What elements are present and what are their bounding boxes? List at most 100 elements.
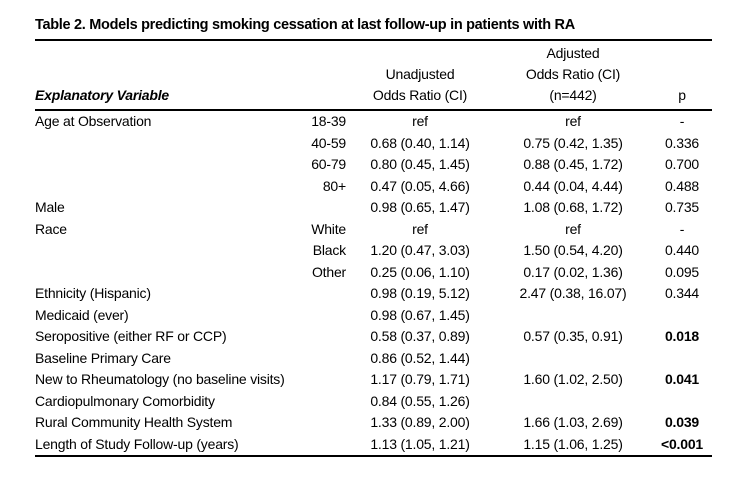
unadjusted-or-cell: 0.68 (0.40, 1.14) — [370, 134, 470, 151]
variable-cell: Age at Observation — [35, 113, 152, 129]
header-explanatory-variable: Explanatory Variable — [35, 87, 169, 103]
variable-cell: Male — [35, 199, 65, 215]
unadjusted-or-cell: 0.98 (0.65, 1.47) — [370, 199, 470, 215]
unadjusted-or-cell: 1.20 (0.47, 3.03) — [370, 242, 470, 258]
unadjusted-or-cell: ref — [412, 113, 428, 129]
results-table: Explanatory Variable Unadjusted Odds Rat… — [35, 41, 712, 457]
table-row: Rural Community Health System 1.33 (0.89… — [35, 412, 712, 434]
unadjusted-or-cell: 0.47 (0.05, 4.66) — [370, 177, 470, 194]
p-value-cell: <0.001 — [660, 435, 703, 452]
adjusted-or-cell — [494, 391, 652, 413]
p-value-cell: 0.735 — [664, 199, 700, 215]
header-row: Explanatory Variable Unadjusted Odds Rat… — [35, 41, 712, 110]
p-value-cell: 0.041 — [664, 371, 700, 387]
adjusted-or-cell: 1.15 (1.06, 1.25) — [523, 435, 623, 452]
unadjusted-or-cell: 0.58 (0.37, 0.89) — [370, 328, 470, 344]
adjusted-or-cell: ref — [565, 113, 581, 129]
adjusted-or-cell — [494, 348, 652, 370]
table-row: Ethnicity (Hispanic) 0.98 (0.19, 5.12) 2… — [35, 283, 712, 305]
table-title: Table 2. Models predicting smoking cessa… — [35, 15, 712, 41]
category-cell: Other — [311, 263, 346, 280]
variable-cell: Cardiopulmonary Comorbidity — [35, 392, 215, 409]
adjusted-or-cell — [494, 305, 652, 327]
category-cell — [280, 348, 346, 370]
unadjusted-or-cell: 0.98 (0.19, 5.12) — [370, 285, 470, 301]
variable-cell — [35, 262, 280, 284]
variable-cell — [35, 154, 280, 176]
category-cell — [280, 412, 346, 434]
table-row: Cardiopulmonary Comorbidity 0.84 (0.55, … — [35, 391, 712, 413]
table-row: Seropositive (either RF or CCP) 0.58 (0.… — [35, 326, 712, 348]
unadjusted-or-cell: 0.98 (0.67, 1.45) — [370, 306, 470, 323]
header-p-value: p — [678, 87, 686, 103]
p-value-cell: 0.095 — [664, 263, 700, 280]
table-row: Baseline Primary Care 0.86 (0.52, 1.44) — [35, 348, 712, 370]
table-row: Race White ref ref - — [35, 219, 712, 241]
unadjusted-or-cell: 1.33 (0.89, 2.00) — [370, 414, 470, 430]
p-value-cell: - — [679, 220, 685, 237]
unadjusted-or-cell: 1.13 (1.05, 1.21) — [370, 435, 470, 452]
adjusted-or-cell: 1.66 (1.03, 2.69) — [523, 414, 623, 430]
table-row: Age at Observation 18-39 ref ref - — [35, 110, 712, 133]
unadjusted-or-cell: 0.80 (0.45, 1.45) — [370, 156, 470, 172]
adjusted-or-cell: 0.88 (0.45, 1.72) — [523, 156, 623, 172]
variable-cell: New to Rheumatology (no baseline visits) — [35, 371, 285, 387]
header-adjusted-or: Adjusted Odds Ratio (CI) (n=442) — [525, 45, 621, 103]
adjusted-or-cell: 1.50 (0.54, 4.20) — [523, 242, 623, 258]
table-body: Age at Observation 18-39 ref ref - 40-59… — [35, 110, 712, 456]
category-cell — [280, 305, 346, 327]
unadjusted-or-cell: 0.84 (0.55, 1.26) — [370, 392, 470, 409]
adjusted-or-cell: 0.75 (0.42, 1.35) — [523, 134, 623, 151]
category-cell: 40-59 — [311, 134, 346, 151]
variable-cell: Seropositive (either RF or CCP) — [35, 328, 227, 344]
p-value-cell — [652, 391, 712, 413]
table-2-container: Table 2. Models predicting smoking cessa… — [35, 15, 712, 457]
category-cell — [280, 283, 346, 305]
unadjusted-or-cell: ref — [412, 220, 428, 237]
table-row: 40-59 0.68 (0.40, 1.14) 0.75 (0.42, 1.35… — [35, 133, 712, 155]
adjusted-or-cell: 0.44 (0.04, 4.44) — [523, 177, 623, 194]
category-cell — [280, 326, 346, 348]
variable-cell: Baseline Primary Care — [35, 349, 171, 366]
p-value-cell: 0.440 — [664, 242, 700, 258]
category-cell: Black — [312, 242, 346, 258]
adjusted-or-cell: ref — [565, 220, 581, 237]
unadjusted-or-cell: 0.86 (0.52, 1.44) — [370, 349, 470, 366]
category-cell — [280, 369, 346, 391]
category-cell: White — [311, 220, 346, 237]
table-row: Black 1.20 (0.47, 3.03) 1.50 (0.54, 4.20… — [35, 240, 712, 262]
unadjusted-or-cell: 0.25 (0.06, 1.10) — [370, 263, 470, 280]
p-value-cell: 0.039 — [664, 414, 700, 430]
variable-cell — [35, 240, 280, 262]
table-row: Male 0.98 (0.65, 1.47) 1.08 (0.68, 1.72)… — [35, 197, 712, 219]
adjusted-or-cell: 1.60 (1.02, 2.50) — [523, 371, 623, 387]
p-value-cell: - — [679, 113, 685, 129]
variable-cell: Race — [35, 220, 67, 237]
variable-cell: Ethnicity (Hispanic) — [35, 285, 151, 301]
p-value-cell: 0.336 — [664, 134, 700, 151]
variable-cell — [35, 176, 280, 198]
table-row: New to Rheumatology (no baseline visits)… — [35, 369, 712, 391]
p-value-cell: 0.700 — [664, 156, 700, 172]
variable-cell: Medicaid (ever) — [35, 306, 129, 323]
p-value-cell: 0.344 — [664, 285, 700, 301]
p-value-cell — [652, 348, 712, 370]
header-category — [280, 41, 346, 110]
adjusted-or-cell: 1.08 (0.68, 1.72) — [523, 199, 623, 215]
unadjusted-or-cell: 1.17 (0.79, 1.71) — [370, 371, 470, 387]
table-row: Length of Study Follow-up (years) 1.13 (… — [35, 434, 712, 457]
table-row: Other 0.25 (0.06, 1.10) 0.17 (0.02, 1.36… — [35, 262, 712, 284]
table-row: 60-79 0.80 (0.45, 1.45) 0.88 (0.45, 1.72… — [35, 154, 712, 176]
adjusted-or-cell: 2.47 (0.38, 16.07) — [519, 285, 627, 301]
variable-cell: Rural Community Health System — [35, 414, 233, 430]
variable-cell — [35, 133, 280, 155]
table-row: Medicaid (ever) 0.98 (0.67, 1.45) — [35, 305, 712, 327]
table-header: Explanatory Variable Unadjusted Odds Rat… — [35, 41, 712, 110]
p-value-cell — [652, 305, 712, 327]
category-cell — [280, 197, 346, 219]
header-unadjusted-or: Unadjusted Odds Ratio (CI) — [372, 66, 468, 103]
table-row: 80+ 0.47 (0.05, 4.66) 0.44 (0.04, 4.44) … — [35, 176, 712, 198]
p-value-cell: 0.018 — [664, 328, 700, 344]
category-cell — [280, 434, 346, 457]
adjusted-or-cell: 0.17 (0.02, 1.36) — [523, 263, 623, 280]
